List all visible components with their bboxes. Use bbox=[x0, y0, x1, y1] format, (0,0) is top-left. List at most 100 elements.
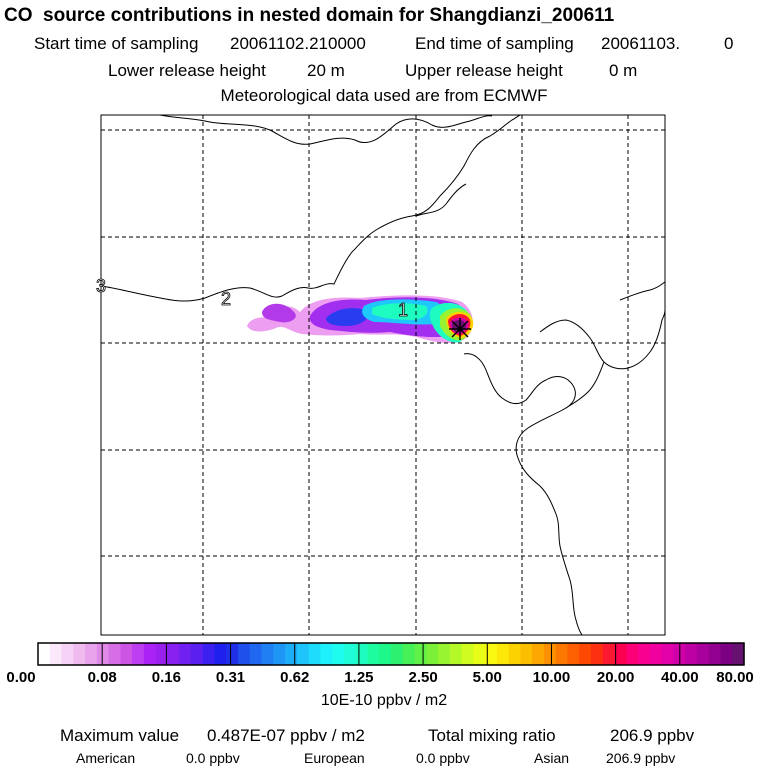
colorbar-cell bbox=[285, 643, 298, 665]
colorbar-cell bbox=[649, 643, 663, 665]
concentration-plume bbox=[247, 295, 474, 343]
colorbar-cell bbox=[685, 643, 698, 665]
american-value: 0.0 ppbv bbox=[186, 750, 240, 766]
colorbar-cell bbox=[85, 643, 98, 665]
contour-label-1: 1 bbox=[398, 300, 408, 320]
colorbar-cell bbox=[214, 643, 227, 665]
colorbar-units: 10E-10 ppbv / m2 bbox=[320, 692, 448, 709]
colorbar-cell bbox=[402, 643, 416, 665]
colorbar-tick-label: 20.00 bbox=[596, 669, 635, 686]
colorbar-tick-label: 1.25 bbox=[344, 669, 374, 686]
asian-label: Asian bbox=[534, 750, 570, 766]
page-title: CO source contributions in nested domain… bbox=[4, 5, 615, 26]
colorbar-cell bbox=[720, 643, 733, 665]
colorbar-tick-label: 0.08 bbox=[87, 669, 117, 686]
colorbar-cell bbox=[261, 643, 274, 665]
european-label: European bbox=[304, 750, 365, 766]
end-time-value: 20061103. bbox=[601, 34, 681, 53]
colorbar-cell bbox=[579, 643, 592, 665]
colorbar-cell bbox=[249, 643, 263, 665]
colorbar-cell bbox=[308, 643, 321, 665]
colorbar-cell bbox=[73, 643, 86, 665]
start-time-label: Start time of sampling bbox=[34, 34, 199, 53]
colorbar-cell bbox=[508, 643, 522, 665]
colorbar-cell bbox=[332, 643, 345, 665]
upper-height-label: Upper release height bbox=[405, 61, 563, 80]
upper-height-value: 0 m bbox=[609, 61, 638, 80]
colorbar-cell bbox=[202, 643, 216, 665]
colorbar-tick-label: 0.16 bbox=[151, 669, 181, 686]
colorbar-tick-label: 80.00 bbox=[716, 669, 754, 686]
colorbar-cell bbox=[449, 643, 463, 665]
asian-value: 206.9 ppbv bbox=[606, 750, 676, 766]
colorbar-cell bbox=[155, 643, 169, 665]
colorbar-cell bbox=[296, 643, 310, 665]
end-time-label: End time of sampling bbox=[415, 34, 574, 53]
meteorological-note: Meteorological data used are from ECMWF bbox=[220, 86, 548, 105]
max-value-label: Maximum value bbox=[60, 726, 180, 745]
colorbar-cell bbox=[367, 643, 380, 665]
lower-height-value: 20 m bbox=[307, 61, 345, 80]
map-border bbox=[100, 114, 666, 636]
colorbar-cell bbox=[732, 643, 745, 665]
colorbar-cell bbox=[167, 643, 180, 665]
total-mixing-value: 206.9 ppbv bbox=[610, 726, 695, 745]
colorbar bbox=[38, 643, 745, 665]
colorbar-cell bbox=[555, 643, 569, 665]
colorbar-cell bbox=[661, 643, 674, 665]
end-time-suffix: 0 bbox=[724, 34, 734, 53]
receptor-marker bbox=[449, 318, 471, 340]
colorbar-cell bbox=[520, 643, 533, 665]
colorbar-cell bbox=[496, 643, 510, 665]
colorbar-cell bbox=[426, 643, 439, 665]
total-mixing-label: Total mixing ratio bbox=[428, 726, 556, 745]
colorbar-cell bbox=[190, 643, 204, 665]
colorbar-cell bbox=[355, 643, 369, 665]
colorbar-tick-label: 0.31 bbox=[215, 669, 246, 686]
colorbar-cell bbox=[485, 643, 498, 665]
colorbar-cell bbox=[473, 643, 486, 665]
lower-height-label: Lower release height bbox=[108, 61, 266, 80]
colorbar-cell bbox=[143, 643, 157, 665]
colorbar-dividers bbox=[101, 643, 681, 665]
colorbar-cell bbox=[614, 643, 627, 665]
colorbar-cell bbox=[61, 643, 74, 665]
max-value: 0.487E-07 ppbv / m2 bbox=[207, 726, 365, 745]
colorbar-cell bbox=[132, 643, 145, 665]
colorbar-cell bbox=[179, 643, 192, 665]
colorbar-tick-label: 40.00 bbox=[661, 669, 699, 686]
colorbar-cell bbox=[38, 643, 51, 665]
colorbar-cell bbox=[626, 643, 639, 665]
colorbar-cell bbox=[320, 643, 333, 665]
colorbar-cell bbox=[96, 643, 110, 665]
colorbar-cell bbox=[696, 643, 710, 665]
contour-label-2: 2 bbox=[221, 289, 231, 309]
map-content bbox=[101, 115, 665, 635]
colorbar-cell bbox=[708, 643, 722, 665]
contour-label-3: 3 bbox=[96, 276, 106, 296]
graticule bbox=[101, 115, 665, 635]
colorbar-cell bbox=[238, 643, 251, 665]
american-label: American bbox=[76, 750, 136, 766]
colorbar-cell bbox=[461, 643, 474, 665]
colorbar-cell bbox=[602, 643, 616, 665]
colorbar-cell bbox=[543, 643, 557, 665]
colorbar-cell bbox=[567, 643, 580, 665]
colorbar-cell bbox=[108, 643, 121, 665]
colorbar-tick-label: 0.00 bbox=[6, 669, 36, 686]
colorbar-cell bbox=[120, 643, 133, 665]
european-value: 0.0 ppbv bbox=[416, 750, 470, 766]
colorbar-cell bbox=[226, 643, 239, 665]
colorbar-tick-label: 2.50 bbox=[408, 669, 438, 686]
colorbar-border bbox=[37, 642, 745, 666]
coastlines bbox=[101, 115, 665, 635]
colorbar-cell bbox=[438, 643, 451, 665]
colorbar-tick-label: 10.00 bbox=[532, 669, 571, 686]
colorbar-cell bbox=[638, 643, 651, 665]
colorbar-tick-label: 0.62 bbox=[280, 669, 310, 686]
colorbar-cell bbox=[391, 643, 404, 665]
colorbar-cell bbox=[273, 643, 286, 665]
colorbar-cell bbox=[379, 643, 392, 665]
colorbar-cell bbox=[414, 643, 427, 665]
